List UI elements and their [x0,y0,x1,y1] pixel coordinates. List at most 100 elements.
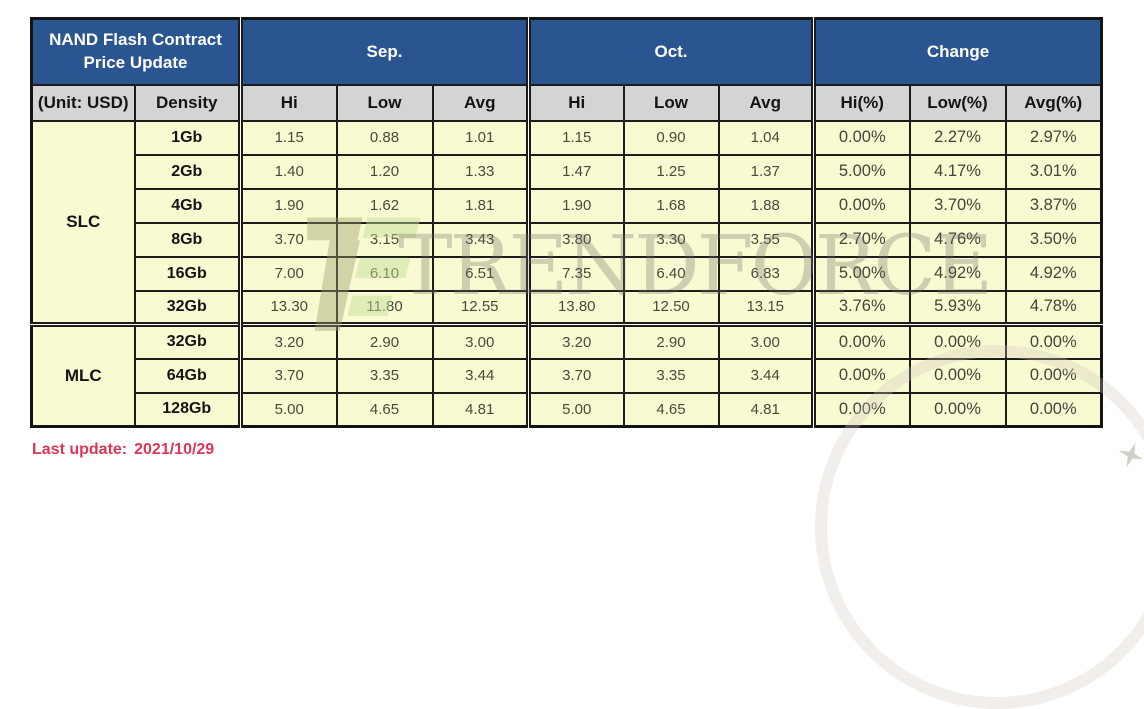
density-cell: 64Gb [133,357,242,394]
density-cell: 2Gb [133,153,242,190]
price-cell: 3.44 [431,357,530,394]
group-header-oct: Oct. [526,17,815,86]
table-row: SLC 1Gb 1.15 0.88 1.01 1.15 0.90 1.04 0.… [30,119,1103,326]
change-cell: 3.76% [811,289,911,326]
density-cell: 32Gb [133,322,242,360]
density-cell: 1Gb [133,119,242,156]
price-cell: 13.15 [717,289,815,326]
nand-price-update-page: NAND Flash Contract Price Update Sep. Oc… [30,17,1144,709]
price-cell: 3.80 [526,221,625,258]
change-cell: 3.87% [1004,187,1103,224]
price-cell: 2.90 [335,322,434,360]
change-cell: 5.93% [908,289,1007,326]
price-cell: 1.90 [526,187,625,224]
price-cell: 5.00 [238,391,338,428]
title-row: NAND Flash Contract Price Update Sep. Oc… [30,17,1103,86]
price-cell: 1.40 [238,153,338,190]
price-cell: 1.20 [335,153,434,190]
table-title-line2: Price Update [83,52,188,72]
change-cell: 4.76% [908,221,1007,258]
price-cell: 5.00 [526,391,625,428]
price-cell: 1.01 [431,119,530,156]
change-cell: 0.00% [811,391,911,428]
price-cell: 3.20 [238,322,338,360]
density-cell: 32Gb [133,289,242,326]
change-low-header: Low(%) [908,83,1007,122]
price-cell: 0.90 [622,119,720,156]
price-cell: 3.70 [238,221,338,258]
change-cell: 3.01% [1004,153,1103,190]
density-header: Density [133,83,242,122]
oct-low-header: Low [622,83,720,122]
sep-avg-header: Avg [431,83,530,122]
price-cell: 4.81 [431,391,530,428]
price-cell: 1.62 [335,187,434,224]
price-cell: 1.47 [526,153,625,190]
table-row: 128Gb 5.00 4.65 4.81 5.00 4.65 4.81 0.00… [32,391,1103,428]
price-cell: 6.40 [622,255,720,292]
change-hi-header: Hi(%) [811,83,911,122]
price-cell: 1.04 [717,119,815,156]
section-label-mlc: MLC [30,322,136,428]
change-cell: 2.70% [811,221,911,258]
price-cell: 1.90 [238,187,338,224]
last-update-date: 2021/10/29 [134,441,215,458]
price-cell: 3.30 [622,221,720,258]
section-label-slc: SLC [30,119,136,326]
table-row: 8Gb 3.70 3.15 3.43 3.80 3.30 3.55 2.70% … [32,221,1103,258]
change-cell: 2.27% [908,119,1007,156]
group-header-change: Change [811,17,1103,86]
price-cell: 3.35 [335,357,434,394]
price-cell: 0.88 [335,119,434,156]
price-cell: 3.70 [238,357,338,394]
last-update-note: Last update: 2021/10/29 [32,441,214,459]
change-cell: 4.17% [908,153,1007,190]
price-cell: 1.81 [431,187,530,224]
table-row: 4Gb 1.90 1.62 1.81 1.90 1.68 1.88 0.00% … [32,187,1103,224]
price-cell: 6.51 [431,255,530,292]
price-cell: 1.33 [431,153,530,190]
change-cell: 0.00% [811,187,911,224]
price-cell: 3.70 [526,357,625,394]
price-cell: 12.55 [431,289,530,326]
table-row: 2Gb 1.40 1.20 1.33 1.47 1.25 1.37 5.00% … [32,153,1103,190]
change-cell: 0.00% [1004,357,1103,394]
price-cell: 6.10 [335,255,434,292]
price-cell: 1.15 [238,119,338,156]
price-cell: 1.68 [622,187,720,224]
change-cell: 0.00% [908,357,1007,394]
last-update-label: Last update: [32,441,128,458]
change-cell: 0.00% [811,322,911,360]
price-cell: 3.00 [431,322,530,360]
group-header-sep: Sep. [238,17,530,86]
price-cell: 3.43 [431,221,530,258]
table-title-line1: NAND Flash Contract [49,29,222,49]
unit-label: (Unit: USD) [30,83,136,122]
price-cell: 1.15 [526,119,625,156]
table-row: 32Gb 13.30 11.80 12.55 13.80 12.50 13.15… [32,289,1103,326]
change-cell: 0.00% [908,391,1007,428]
price-cell: 7.35 [526,255,625,292]
change-cell: 4.92% [1004,255,1103,292]
table-row: 64Gb 3.70 3.35 3.44 3.70 3.35 3.44 0.00%… [32,357,1103,394]
price-cell: 12.50 [622,289,720,326]
change-cell: 0.00% [811,357,911,394]
price-cell: 4.65 [622,391,720,428]
price-cell: 1.88 [717,187,815,224]
price-cell: 13.30 [238,289,338,326]
price-cell: 7.00 [238,255,338,292]
price-cell: 3.00 [717,322,815,360]
price-cell: 4.65 [335,391,434,428]
price-cell: 3.44 [717,357,815,394]
price-cell: 2.90 [622,322,720,360]
change-cell: 0.00% [811,119,911,156]
change-cell: 4.78% [1004,289,1103,326]
sep-low-header: Low [335,83,434,122]
price-cell: 4.81 [717,391,815,428]
table-row: MLC 32Gb 3.20 2.90 3.00 3.20 2.90 3.00 0… [30,322,1103,428]
price-cell: 13.80 [526,289,625,326]
table-row: 16Gb 7.00 6.10 6.51 7.35 6.40 6.83 5.00%… [32,255,1103,292]
change-avg-header: Avg(%) [1004,83,1103,122]
column-header-row: (Unit: USD) Density Hi Low Avg Hi Low Av… [30,83,1103,122]
change-cell: 3.50% [1004,221,1103,258]
